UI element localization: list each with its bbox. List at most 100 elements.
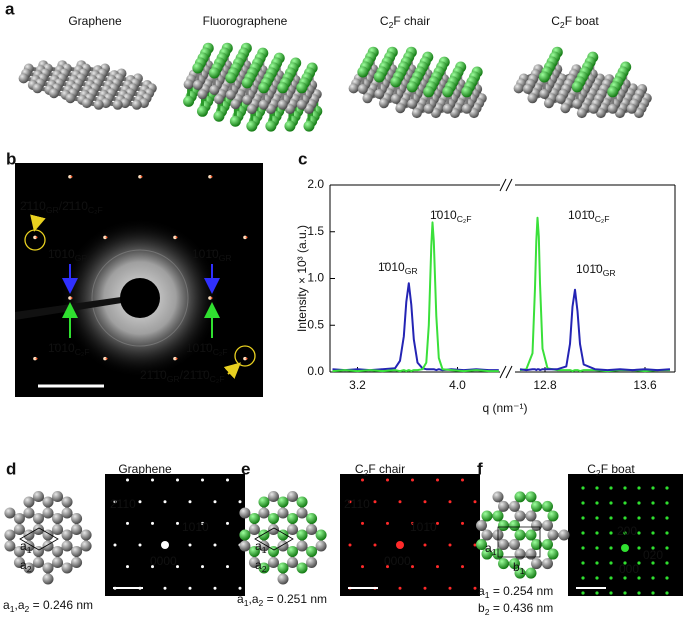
lattice-label: a1	[255, 539, 267, 555]
diffraction-spot	[210, 297, 213, 299]
sim-spot	[176, 478, 179, 482]
carbon-atom	[23, 540, 35, 552]
fluorine-atom	[498, 558, 509, 570]
sim-spot	[448, 586, 452, 590]
carbon-atom	[531, 519, 542, 531]
subscript: GR	[75, 253, 88, 263]
sim-spot	[386, 565, 389, 569]
spot-label: 101̄0GR	[192, 247, 232, 263]
fluorine-atom	[525, 567, 537, 579]
fluorine-atom	[267, 513, 279, 524]
text-part: /21̄1̄0	[180, 368, 210, 382]
sim-spot	[348, 500, 352, 504]
spot-label: 2̄110	[110, 497, 136, 511]
text-part: Fluorographene	[203, 14, 288, 28]
sim-spot	[581, 591, 585, 595]
text-part: 1̄010	[48, 247, 75, 261]
carbon-atom	[296, 507, 308, 519]
carbon-atom	[626, 103, 637, 114]
subscript: 1	[485, 590, 490, 600]
diffraction-spot	[35, 357, 38, 360]
carbon-atom	[71, 557, 83, 568]
unit-cell	[497, 526, 541, 558]
fluorine-atom	[287, 546, 299, 557]
series-line	[519, 288, 671, 372]
fluorine-atom	[357, 66, 369, 78]
carbon-atom	[287, 524, 299, 535]
diffraction-spot	[70, 297, 73, 299]
carbon-atom	[42, 562, 54, 574]
sim-center-spot	[621, 544, 629, 552]
diffraction-spot	[103, 235, 107, 240]
fluorine-atom	[277, 82, 289, 94]
sim-spot	[113, 500, 117, 504]
unit-cell	[254, 527, 294, 551]
sim-spot	[138, 543, 142, 547]
sim-spot	[436, 565, 439, 569]
sim-spot	[361, 478, 364, 482]
sim-spot	[665, 486, 669, 490]
sim-spot	[595, 561, 599, 565]
carbon-atom	[71, 524, 83, 535]
axis-break	[499, 365, 507, 379]
carbon-atom	[284, 104, 295, 115]
sim-spot	[226, 478, 229, 482]
carbon-atom	[539, 88, 550, 99]
subscript: GR	[219, 253, 232, 263]
carbon-atom	[4, 540, 16, 552]
spot-label: 101̄0C₂F	[186, 341, 228, 357]
text-part: Graphene	[68, 14, 122, 28]
subscript: C₂F	[88, 205, 103, 215]
subscript: GR	[46, 205, 59, 215]
spot-label: 0000	[150, 554, 177, 568]
sim-spot	[651, 546, 655, 550]
fluorine-atom	[265, 120, 277, 132]
sim-spot	[163, 500, 167, 504]
sim-spot	[637, 486, 641, 490]
carbon-atom	[357, 84, 368, 94]
panel-label: a	[5, 0, 15, 18]
sim-spot	[226, 565, 229, 569]
subscript: 1	[520, 566, 525, 576]
carbon-atom	[248, 524, 260, 535]
sim-spot	[581, 531, 585, 535]
x-tick-label: 4.0	[449, 378, 466, 392]
carbon-atom	[296, 540, 308, 552]
sim-spot	[595, 501, 599, 505]
sim-spot	[665, 591, 669, 595]
carbon-atom	[52, 513, 64, 524]
carbon-atom	[13, 513, 25, 524]
fluorine-atom	[531, 500, 542, 512]
diffraction-spot	[35, 236, 38, 239]
carbon-atom	[407, 98, 418, 109]
text-part: C	[380, 14, 389, 28]
fluorine-atom	[246, 120, 258, 132]
fluorine-atom	[287, 513, 299, 524]
y-tick-label: 2.0	[307, 177, 324, 191]
ring	[91, 249, 189, 347]
subscript: GR	[405, 266, 418, 276]
sim-spot	[623, 576, 627, 580]
carbon-atom	[32, 83, 43, 94]
text-part: F boat	[601, 462, 636, 476]
sim-spot	[665, 531, 669, 535]
panel-title: Graphene	[118, 462, 172, 476]
carbon-atom	[13, 524, 25, 535]
fluorine-atom	[476, 539, 487, 551]
peak-label: 101̄0GR	[576, 262, 616, 278]
diffraction-spot	[140, 175, 143, 178]
panel-label: b	[6, 149, 16, 168]
carbon-atom	[542, 519, 553, 531]
text-part: a	[3, 598, 10, 612]
text-part: a	[20, 558, 27, 572]
subscript: 2	[25, 604, 30, 614]
carbon-atom	[576, 108, 587, 119]
fluorine-atom	[373, 71, 385, 83]
fluorine-atom	[525, 529, 537, 541]
subscript: C₂F	[595, 214, 610, 224]
fluorine-atom	[296, 496, 308, 508]
sim-spot	[138, 500, 142, 504]
carbon-atom	[525, 548, 537, 560]
lattice-label: a2	[255, 558, 267, 574]
sim-spot	[473, 500, 477, 504]
